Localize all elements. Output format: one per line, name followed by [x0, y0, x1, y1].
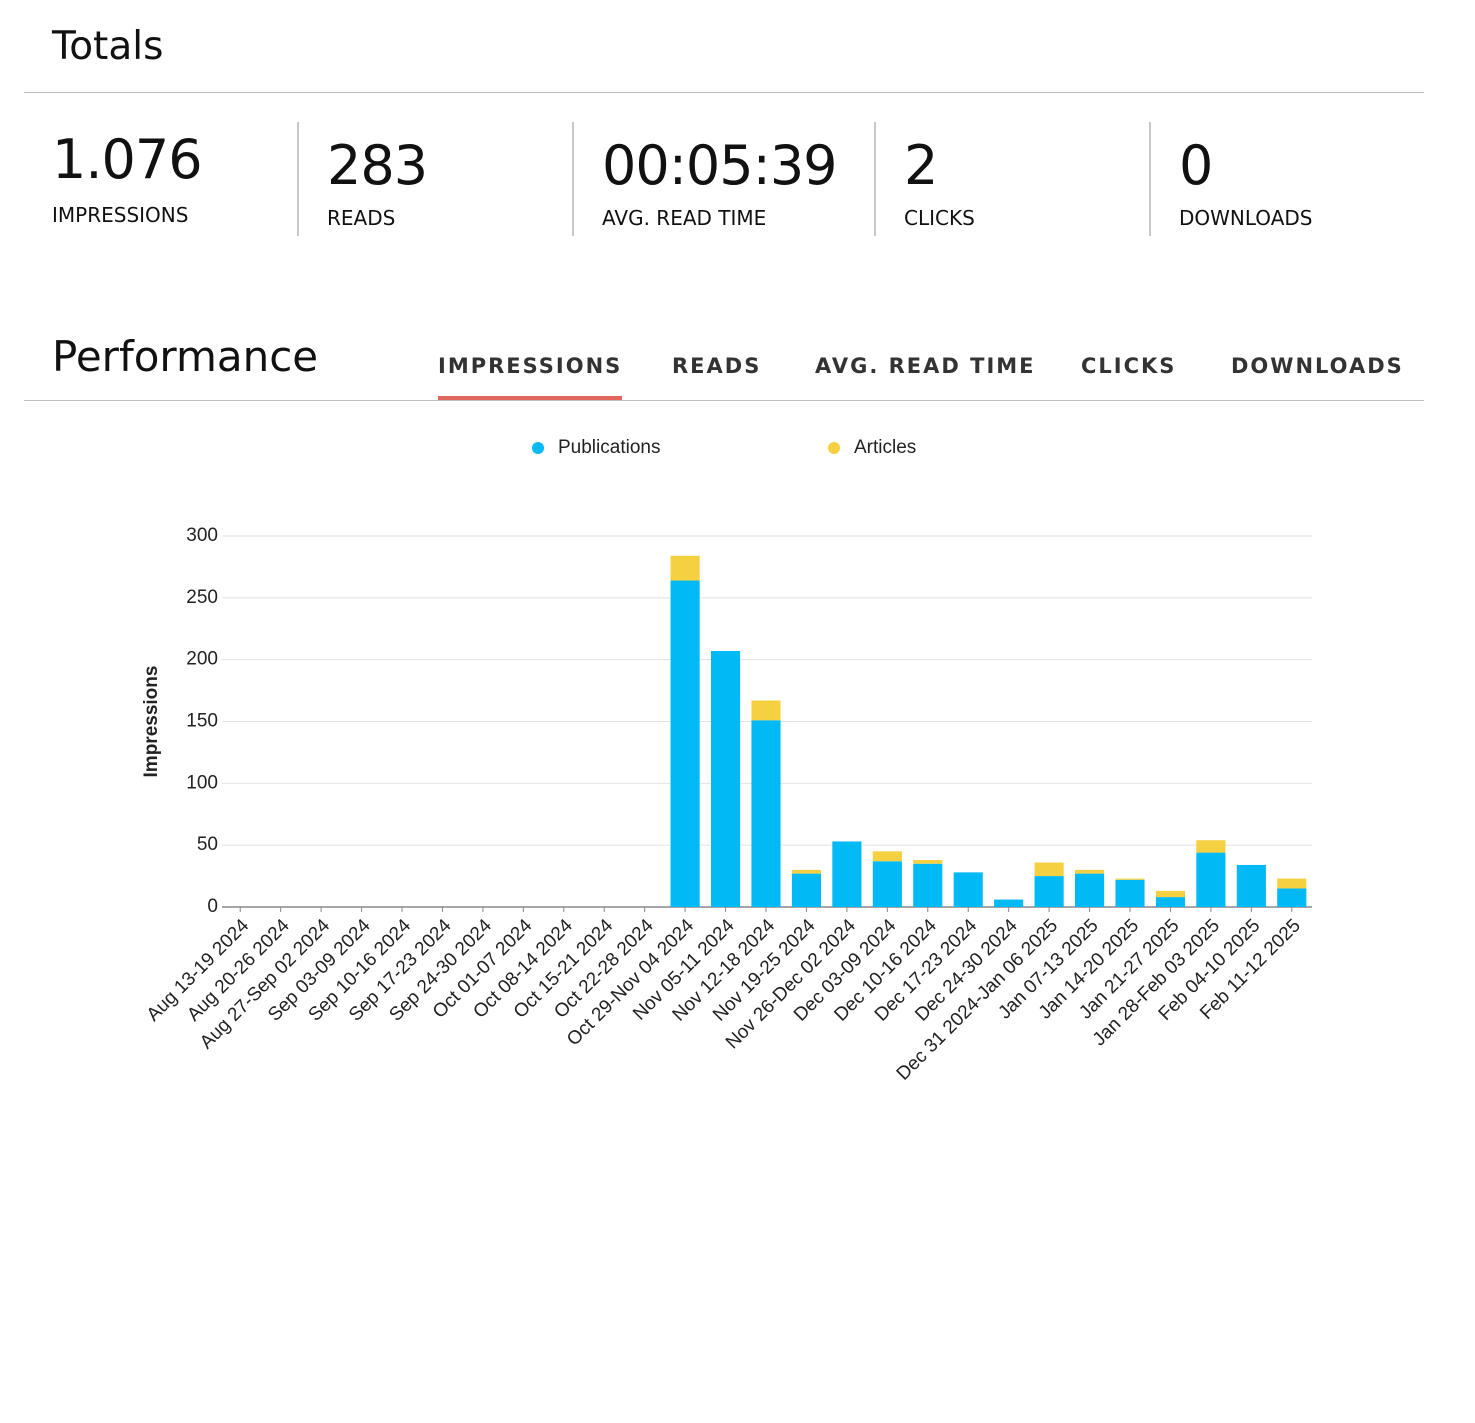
separator [874, 122, 876, 236]
y-tick-label: 300 [186, 525, 218, 546]
y-tick-label: 0 [207, 896, 218, 917]
y-tick-label: 150 [186, 711, 218, 732]
separator [572, 122, 574, 236]
bar-segment [710, 651, 741, 907]
separator [1149, 122, 1151, 236]
bar-segment [1236, 864, 1266, 907]
bar-segment [872, 861, 902, 907]
total-value: 2 [904, 134, 938, 197]
bar-segment [1196, 840, 1226, 853]
total-value: 0 [1179, 134, 1213, 197]
total-label: AVG. READ TIME [602, 206, 767, 230]
legend-label: Articles [854, 437, 916, 458]
legend-marker [828, 442, 840, 454]
bar-segment [791, 873, 822, 907]
y-tick-label: 250 [186, 587, 218, 608]
bar-segment [1196, 852, 1226, 907]
totals-title: Totals [52, 24, 164, 69]
separator [297, 122, 299, 236]
total-label: READS [327, 206, 396, 230]
bar-segment [953, 872, 983, 907]
total-label: IMPRESSIONS [52, 203, 189, 227]
bar-segment [791, 869, 822, 874]
total-label: CLICKS [904, 206, 975, 230]
performance-title: Performance [52, 332, 319, 381]
y-tick-label: 200 [186, 649, 218, 670]
divider [24, 92, 1424, 93]
bar-segment [1155, 897, 1186, 907]
legend-label: Publications [558, 437, 660, 458]
y-tick-label: 50 [197, 834, 218, 855]
tab[interactable]: CLICKS [1081, 354, 1177, 378]
bar-segment [1074, 869, 1105, 874]
y-axis-label: Impressions [141, 666, 162, 778]
bar-segment [1277, 878, 1307, 889]
bar-segment [913, 863, 943, 907]
total-value: 1.076 [52, 128, 203, 191]
tab[interactable]: AVG. READ TIME [815, 354, 1036, 378]
legend-marker [532, 442, 544, 454]
bar-segment [994, 899, 1024, 907]
total-label: DOWNLOADS [1179, 206, 1313, 230]
tab[interactable]: READS [672, 354, 762, 378]
bar-segment [1074, 873, 1105, 907]
bar-segment [1115, 879, 1145, 907]
active-tab-indicator [438, 396, 623, 400]
bar-segment [1155, 890, 1186, 898]
bar-segment [1034, 862, 1064, 877]
divider [24, 400, 1424, 401]
bar-segment [832, 841, 862, 907]
tab[interactable]: IMPRESSIONS [438, 354, 623, 378]
bar-segment [751, 700, 781, 721]
bar-segment [872, 851, 902, 862]
bar-segment [670, 580, 700, 907]
chart: 0 50 100 150 200 250 300 Impressions Publication… [141, 437, 1312, 1085]
bar-segment [1277, 888, 1307, 907]
total-value: 00:05:39 [602, 134, 838, 197]
bar-segment [670, 555, 700, 581]
y-tick-label: 100 [186, 772, 218, 793]
bar-segment [751, 720, 781, 907]
total-value: 283 [327, 134, 428, 197]
bar-segment [1115, 878, 1145, 880]
tab[interactable]: DOWNLOADS [1231, 354, 1404, 378]
bar-segment [913, 860, 943, 864]
bar-segment [1034, 876, 1064, 907]
